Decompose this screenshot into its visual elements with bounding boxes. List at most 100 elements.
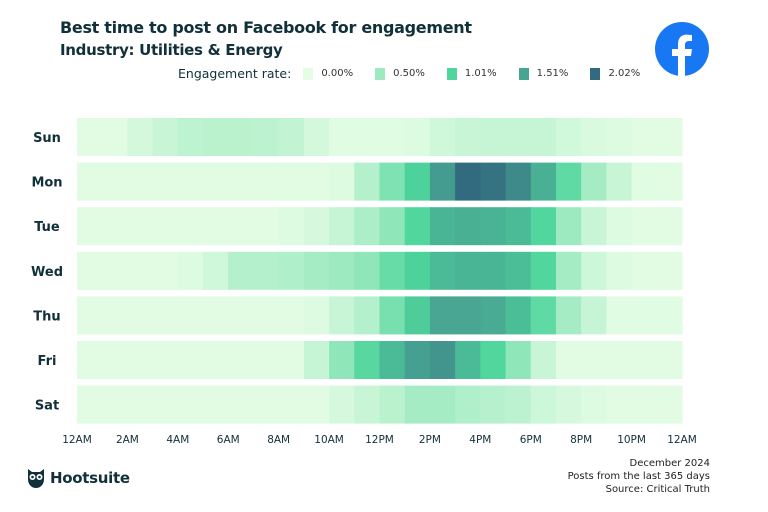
heatmap-cell bbox=[102, 251, 128, 290]
heatmap-cell bbox=[253, 296, 280, 335]
heatmap-cell bbox=[354, 385, 380, 424]
heatmap-cell bbox=[203, 296, 229, 335]
hootsuite-logo: Hootsuite bbox=[26, 467, 130, 489]
heatmap-cell bbox=[379, 296, 406, 335]
heatmap-cell bbox=[530, 162, 557, 201]
heatmap-cell bbox=[379, 207, 406, 246]
x-tick-label: 6PM bbox=[520, 434, 542, 446]
heatmap-cell bbox=[329, 296, 355, 335]
legend-item-label: 1.51% bbox=[536, 68, 569, 79]
heatmap-cell bbox=[77, 207, 103, 246]
heatmap-cell bbox=[656, 251, 683, 290]
heatmap-cell bbox=[303, 251, 330, 290]
heatmap-cell bbox=[581, 118, 607, 156]
heatmap-cell bbox=[354, 296, 380, 335]
heatmap-cell bbox=[505, 341, 532, 379]
heatmap-cell bbox=[127, 385, 154, 424]
heatmap-cell bbox=[656, 162, 683, 201]
x-tick-label: 4AM bbox=[166, 434, 189, 446]
row-label-sat: Sat bbox=[35, 399, 59, 414]
heatmap-cell bbox=[404, 341, 431, 379]
heatmap-cell bbox=[631, 296, 658, 335]
heatmap-cell bbox=[253, 162, 280, 201]
x-tick-label: 2AM bbox=[116, 434, 139, 446]
heatmap-cell bbox=[354, 251, 380, 290]
heatmap-cell bbox=[631, 207, 658, 246]
x-tick-label: 6AM bbox=[217, 434, 240, 446]
heatmap-cell bbox=[429, 296, 456, 335]
heatmap-cell bbox=[278, 341, 305, 379]
chart-subtitle: Industry: Utilities & Energy bbox=[60, 41, 283, 59]
heatmap-cell bbox=[656, 341, 683, 379]
heatmap-cell bbox=[354, 207, 380, 246]
row-label-tue: Tue bbox=[34, 220, 60, 235]
note-date: December 2024 bbox=[629, 458, 710, 469]
heatmap-cell bbox=[480, 162, 507, 201]
legend-item: 0.50% bbox=[375, 67, 425, 80]
heatmap-cell bbox=[581, 341, 607, 379]
heatmap-cell bbox=[228, 162, 254, 201]
heatmap-cell bbox=[555, 207, 582, 246]
x-tick-label: 12AM bbox=[62, 434, 92, 446]
heatmap-cell bbox=[429, 251, 456, 290]
heatmap-cell bbox=[102, 385, 128, 424]
heatmap-cell bbox=[581, 207, 607, 246]
heatmap-cell bbox=[555, 162, 582, 201]
heatmap-cell bbox=[77, 251, 103, 290]
heatmap-cell bbox=[480, 385, 507, 424]
heatmap-cell bbox=[455, 162, 481, 201]
heatmap-cell bbox=[253, 207, 280, 246]
heatmap-cell bbox=[177, 385, 204, 424]
heatmap-cell bbox=[606, 296, 633, 335]
legend-item-label: 2.02% bbox=[608, 68, 641, 79]
heatmap-cell bbox=[404, 118, 431, 156]
heatmap-cell bbox=[152, 251, 179, 290]
heatmap-cell bbox=[102, 118, 128, 156]
heatmap-cell bbox=[530, 251, 557, 290]
heatmap-cell bbox=[555, 118, 582, 156]
hootsuite-wordmark: Hootsuite bbox=[50, 469, 130, 487]
x-tick-label: 8AM bbox=[267, 434, 290, 446]
heatmap-cell bbox=[177, 341, 204, 379]
heatmap-cell bbox=[631, 341, 658, 379]
heatmap-cell bbox=[404, 251, 431, 290]
x-tick-label: 8PM bbox=[570, 434, 592, 446]
heatmap-cell bbox=[203, 162, 229, 201]
heatmap-cell bbox=[228, 385, 254, 424]
heatmap-cell bbox=[631, 251, 658, 290]
heatmap-cell bbox=[77, 296, 103, 335]
heatmap-cell bbox=[203, 385, 229, 424]
heatmap-cell bbox=[379, 162, 406, 201]
heatmap-cell bbox=[656, 385, 683, 424]
heatmap-cell bbox=[77, 118, 103, 156]
x-tick-label: 10PM bbox=[617, 434, 646, 446]
heatmap-cell bbox=[656, 118, 683, 156]
heatmap-cell bbox=[379, 251, 406, 290]
x-tick-label: 12AM bbox=[667, 434, 697, 446]
heatmap-cell bbox=[480, 118, 507, 156]
heatmap-cell bbox=[505, 118, 532, 156]
heatmap-cell bbox=[253, 341, 280, 379]
heatmap-cell bbox=[555, 296, 582, 335]
heatmap-cell bbox=[329, 118, 355, 156]
heatmap-cell bbox=[656, 207, 683, 246]
heatmap-cell bbox=[505, 385, 532, 424]
heatmap-cell bbox=[429, 341, 456, 379]
heatmap-cell bbox=[555, 385, 582, 424]
heatmap-cell bbox=[429, 118, 456, 156]
legend-swatch bbox=[375, 67, 386, 80]
chart-title: Best time to post on Facebook for engage… bbox=[60, 18, 472, 37]
heatmap-cell bbox=[278, 251, 305, 290]
x-tick-label: 2PM bbox=[419, 434, 441, 446]
heatmap-cell bbox=[505, 251, 532, 290]
heatmap-cell bbox=[303, 385, 330, 424]
heatmap-cell bbox=[480, 341, 507, 379]
heatmap-cell bbox=[77, 385, 103, 424]
heatmap-cell bbox=[127, 207, 154, 246]
heatmap-cell bbox=[228, 207, 254, 246]
legend-item-label: 0.00% bbox=[321, 68, 354, 79]
heatmap-cell bbox=[581, 162, 607, 201]
heatmap-cell bbox=[127, 118, 154, 156]
heatmap-cell bbox=[429, 162, 456, 201]
heatmap-cell bbox=[152, 207, 179, 246]
